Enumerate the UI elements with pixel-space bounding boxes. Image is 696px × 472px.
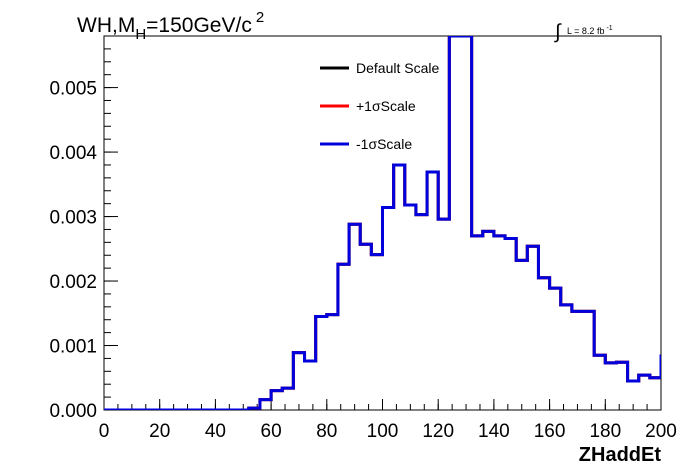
x-tick-label: 20 [149, 421, 170, 442]
x-tick-label: 180 [589, 421, 621, 442]
chart-title: WH,MH=150GeV/c 2 [77, 9, 264, 43]
x-tick-label: 0 [99, 421, 110, 442]
x-tick-label: 140 [478, 421, 510, 442]
x-axis: 0 20 40 60 80 100 120 140 160 180 200 [99, 399, 677, 442]
x-tick-label: 100 [367, 421, 399, 442]
y-tick-label: 0.002 [49, 272, 97, 293]
series-layer [104, 36, 661, 410]
y-tick-label: 0.001 [49, 337, 97, 358]
luminosity-label: L = 8.2 fb -1 [567, 25, 613, 36]
legend-label: +1σScale [356, 98, 416, 114]
legend-label: Default Scale [356, 60, 439, 76]
x-tick-label: 60 [261, 421, 282, 442]
integral-symbol: ∫ [554, 21, 562, 43]
x-axis-label: ZHaddEt [579, 444, 662, 466]
y-tick-label: 0.003 [49, 208, 97, 229]
y-tick-label: 0.004 [49, 143, 97, 164]
legend: Default Scale +1σScale -1σScale [320, 60, 439, 152]
x-tick-label: 80 [316, 421, 337, 442]
series-line-2 [104, 36, 661, 410]
x-tick-label: 200 [645, 421, 677, 442]
y-axis: 0.000 0.001 0.002 0.003 0.004 0.005 [49, 35, 118, 422]
y-tick-label: 0.005 [49, 79, 97, 100]
x-tick-label: 120 [422, 421, 454, 442]
y-tick-label: 0.000 [49, 401, 97, 422]
x-tick-label: 40 [205, 421, 226, 442]
x-tick-label: 160 [534, 421, 566, 442]
legend-label: -1σScale [356, 136, 412, 152]
